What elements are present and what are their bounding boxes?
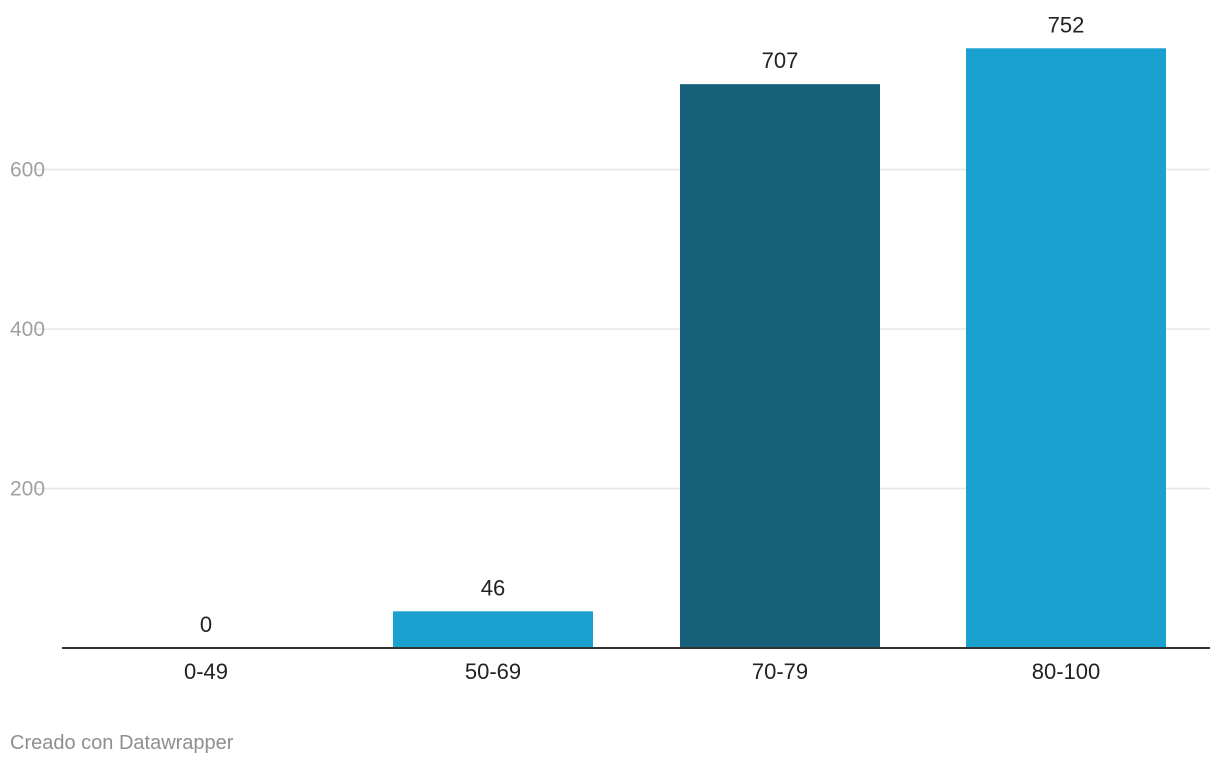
bar bbox=[966, 48, 1166, 648]
bar bbox=[680, 84, 880, 649]
value-label: 707 bbox=[762, 48, 799, 73]
value-label: 46 bbox=[481, 575, 505, 600]
category-label: 50-69 bbox=[465, 659, 521, 684]
credit-text: Creado con Datawrapper bbox=[10, 732, 234, 754]
y-tick-label: 600 bbox=[10, 159, 45, 182]
y-tick-label: 400 bbox=[10, 318, 45, 341]
y-tick-label: 200 bbox=[10, 478, 45, 501]
category-label: 70-79 bbox=[752, 659, 808, 684]
category-label: 80-100 bbox=[1032, 659, 1101, 684]
category-label: 0-49 bbox=[184, 659, 228, 684]
value-label: 0 bbox=[200, 612, 212, 637]
bar bbox=[393, 611, 593, 648]
bar-chart: 200 400 600 0 0-49 46 50-69 707 70-79 752 80-100 bbox=[10, 12, 1210, 684]
value-label: 752 bbox=[1048, 12, 1085, 37]
